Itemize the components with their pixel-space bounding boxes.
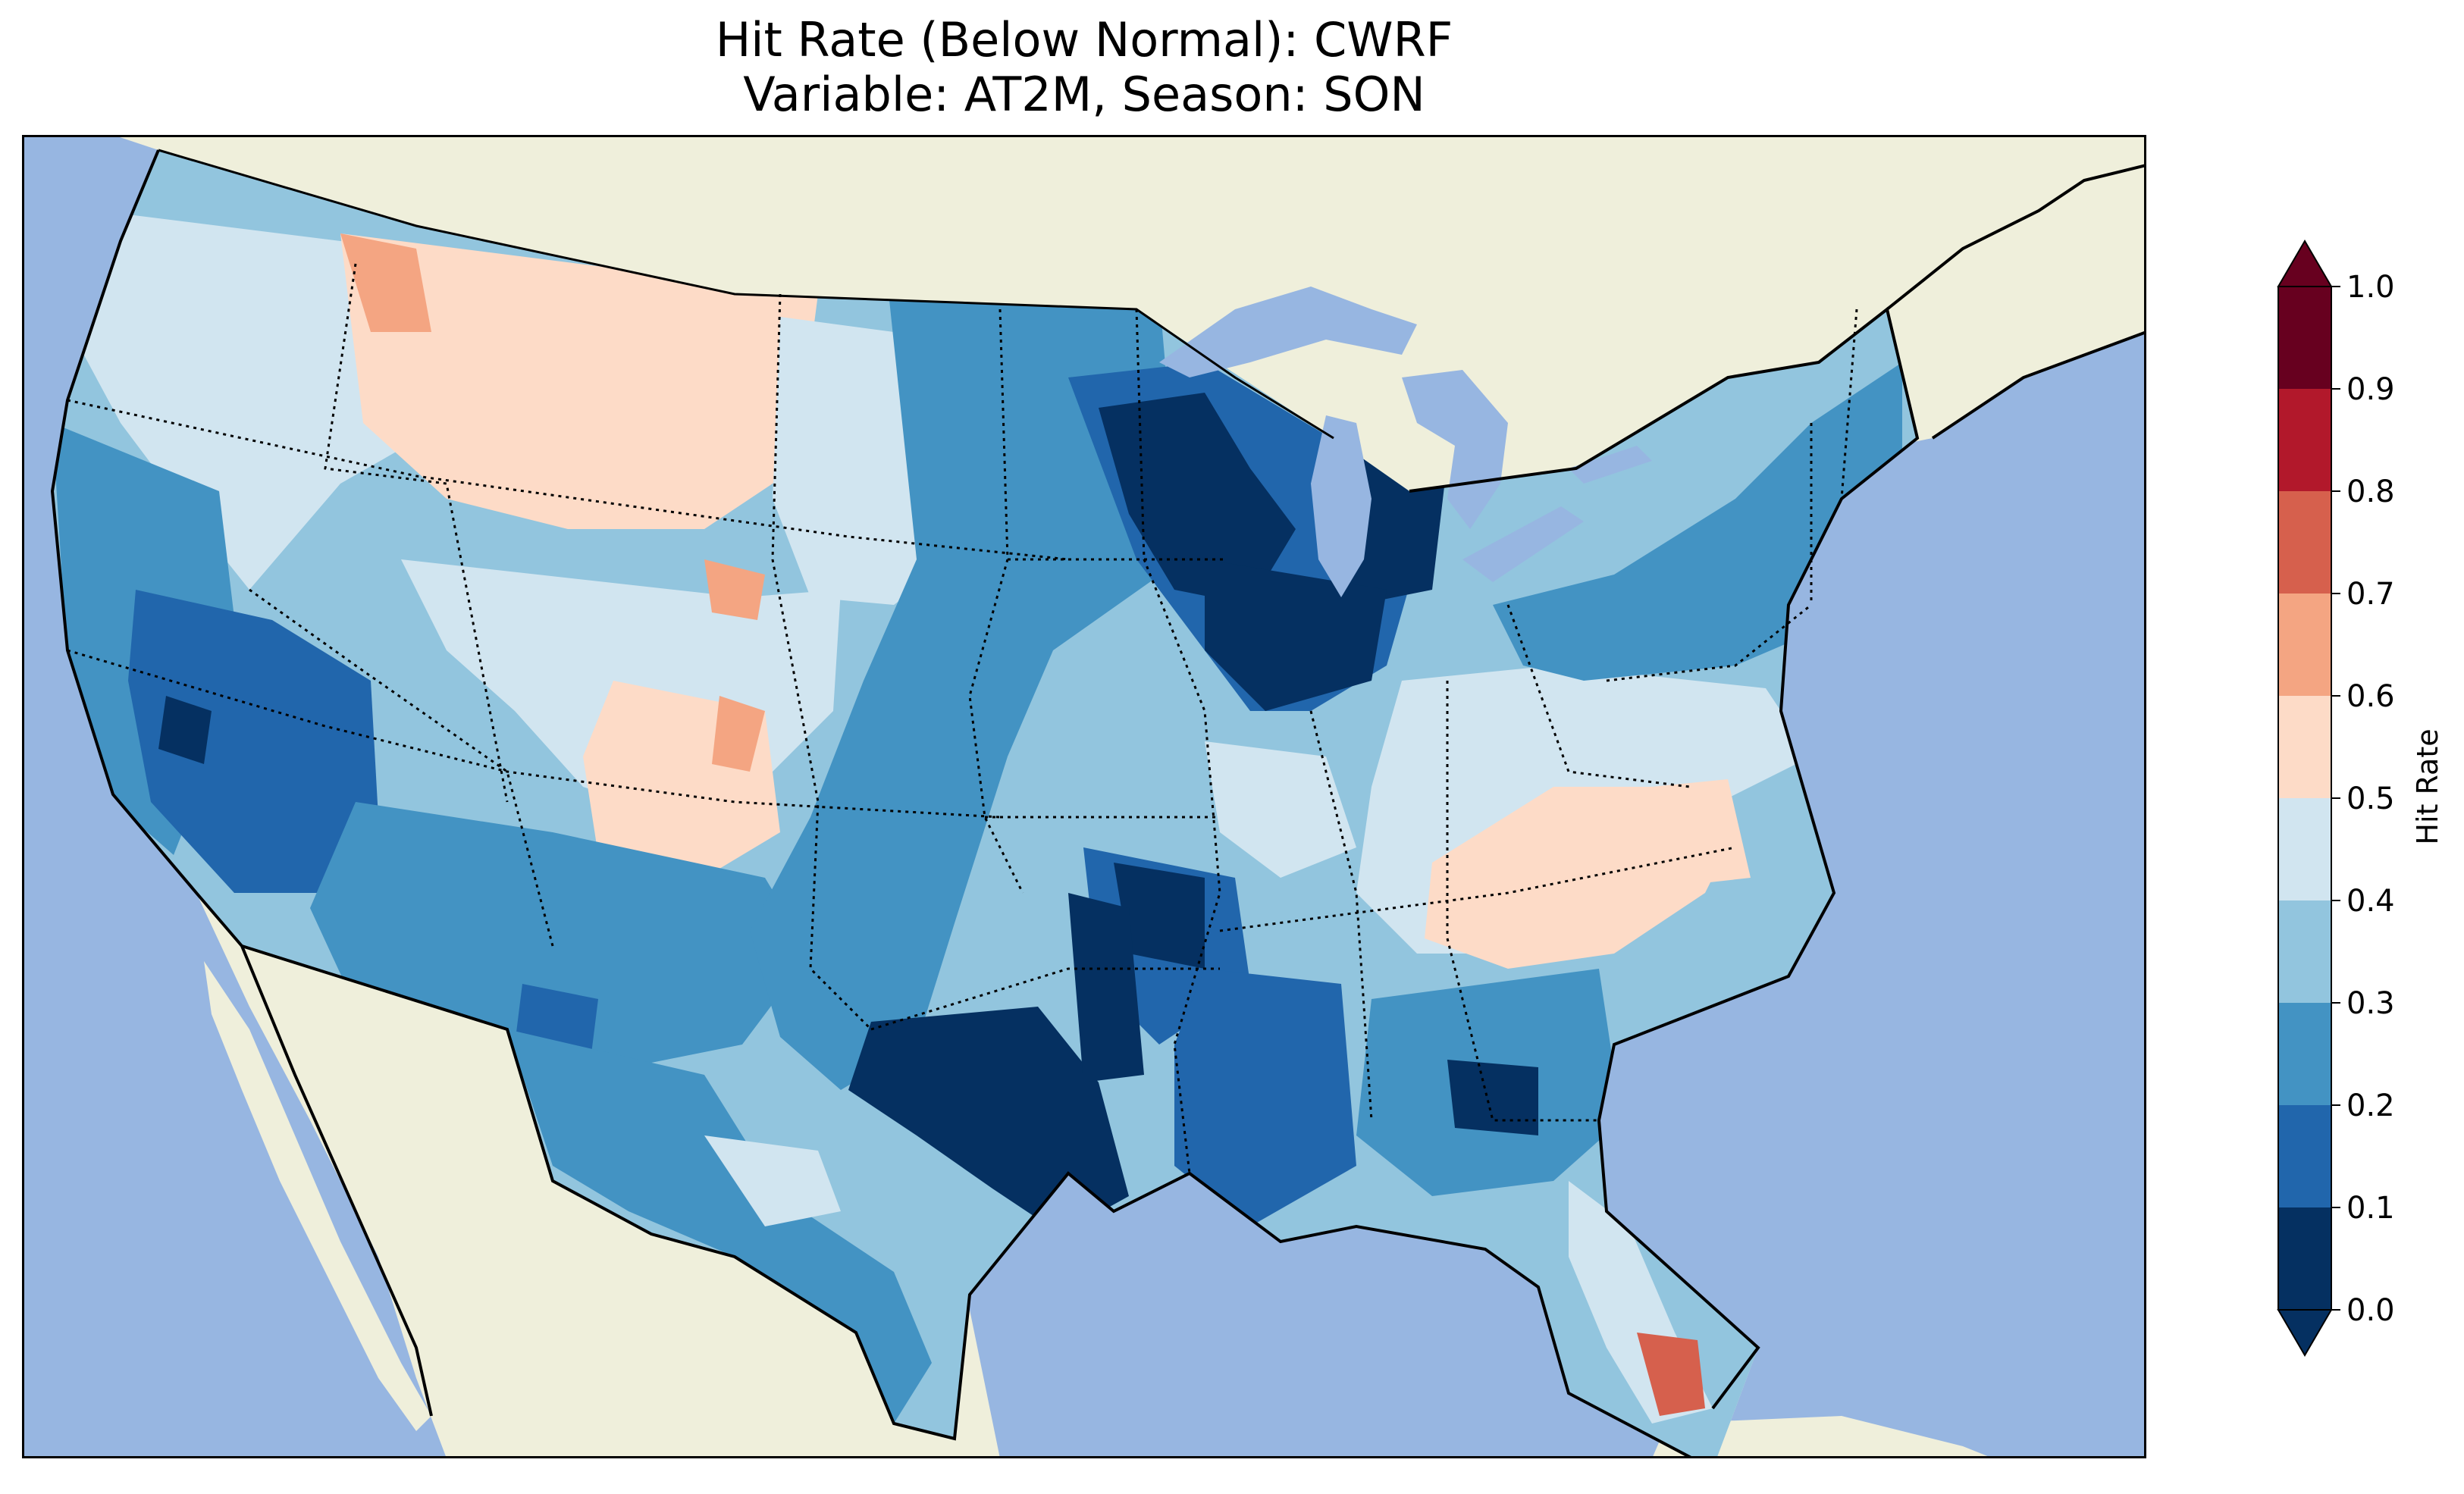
colorbar-ticks: 0.0 0.1 0.2 0.3 0.4 0.5 0.6 0.7 0.8 0.9 1.0 xyxy=(2331,270,2395,1328)
colorbar-segment xyxy=(2278,1105,2331,1207)
map-panel xyxy=(22,135,2146,1458)
colorbar-segment xyxy=(2278,900,2331,1003)
colorbar-segment xyxy=(2278,287,2331,389)
lake-erie xyxy=(1462,506,1584,582)
colorbar-tick-label: 1.0 xyxy=(2346,270,2395,305)
plot-title-line-2: Variable: AT2M, Season: SON xyxy=(743,67,1425,122)
lake-ontario xyxy=(1569,446,1652,484)
international-borders xyxy=(158,149,1334,1424)
cuba xyxy=(1652,1416,1993,1458)
colorbar-extend-max xyxy=(2277,240,2333,287)
colorbar-tick-label: 0.2 xyxy=(2346,1088,2395,1123)
plot-title-line-1: Hit Rate (Below Normal): CWRF xyxy=(715,12,1453,67)
colorbar: 0.0 0.1 0.2 0.3 0.4 0.5 0.6 0.7 0.8 0.9 1.0 Hit Ra… xyxy=(2277,240,2444,1357)
mexico-landmass xyxy=(196,893,1000,1458)
state-borders xyxy=(67,263,1858,1174)
colorbar-segment xyxy=(2278,1207,2331,1310)
baja-peninsula xyxy=(204,961,431,1431)
colorbar-tick-label: 0.8 xyxy=(2346,475,2395,509)
lake-huron xyxy=(1402,370,1508,529)
colorbar-tick-label: 0.0 xyxy=(2346,1293,2395,1328)
colorbar-tick-label: 0.9 xyxy=(2346,372,2395,407)
lake-superior xyxy=(1159,287,1417,377)
colorbar-segment xyxy=(2278,696,2331,798)
colorbar-label: Hit Rate xyxy=(2411,728,2444,844)
colorbar-tick-label: 0.3 xyxy=(2346,986,2395,1021)
great-lakes xyxy=(1159,287,1652,597)
map-frame xyxy=(22,135,2146,1458)
colorbar-tick-label: 0.7 xyxy=(2346,577,2395,612)
colorbar-extend-min xyxy=(2277,1309,2333,1357)
colorbar-tick-label: 0.4 xyxy=(2346,884,2395,919)
hit-rate-field xyxy=(52,150,1917,1458)
colorbar-tick-label: 0.5 xyxy=(2346,781,2395,816)
colorbar-segment xyxy=(2278,594,2331,696)
colorbar-tick-label: 0.1 xyxy=(2346,1191,2395,1226)
colorbar-segment xyxy=(2278,1003,2331,1105)
lake-michigan xyxy=(1311,415,1372,597)
colorbar-tick-label: 0.6 xyxy=(2346,679,2395,714)
colorbar-segment xyxy=(2278,389,2331,491)
colorbar-segment xyxy=(2278,798,2331,900)
colorbar-segment xyxy=(2278,491,2331,594)
colorbar-body xyxy=(2277,240,2333,1357)
